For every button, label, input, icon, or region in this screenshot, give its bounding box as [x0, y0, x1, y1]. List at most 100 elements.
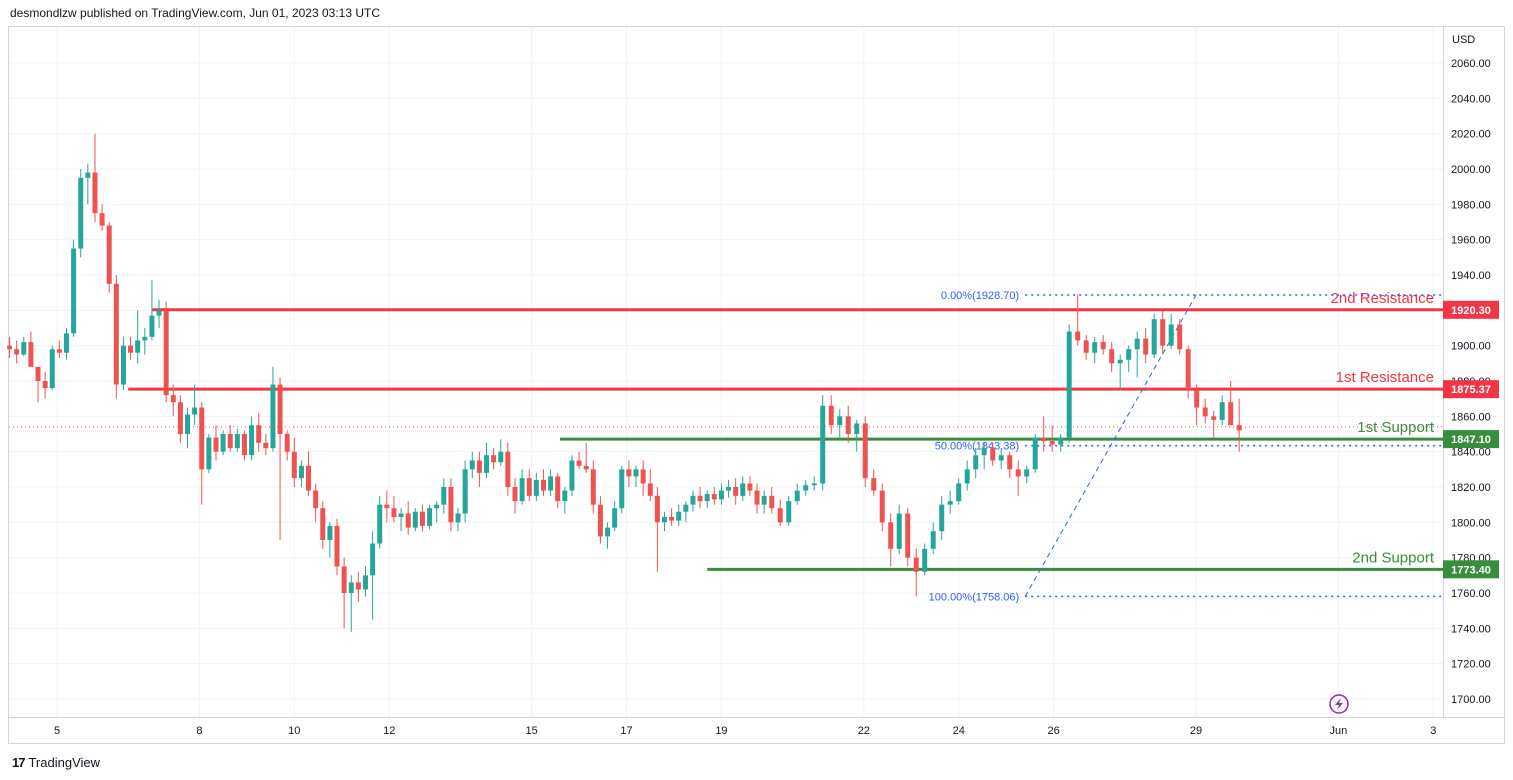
tradingview-footer[interactable]: 17 TradingView [12, 755, 100, 770]
time-tick-label: 3 [1430, 725, 1436, 737]
candle-body [973, 455, 979, 470]
time-tick-label: 12 [383, 725, 395, 737]
candle-body [391, 508, 397, 518]
candle-body [348, 582, 354, 593]
candle-body [163, 310, 169, 396]
candle-body [633, 469, 639, 477]
candle-body [533, 479, 539, 496]
fib-retracement: 0.00%(1928.70) 50.00%(1843.38) 100.00%(175… [929, 290, 1443, 603]
candle-body [1032, 437, 1038, 470]
candle-body [1075, 331, 1081, 341]
time-tick-label: 22 [858, 725, 870, 737]
candle-body [1117, 359, 1123, 364]
flash-icon[interactable] [1329, 694, 1349, 714]
candle-body [854, 423, 860, 434]
candle-body [313, 490, 319, 509]
candle-body [590, 469, 596, 505]
candle-body [711, 494, 717, 500]
candle-body [548, 476, 554, 491]
price-tick-label: 1740.00 [1451, 623, 1491, 635]
candle-body [327, 525, 333, 540]
candle-body [740, 483, 746, 496]
time-axis-ticks: 5 8 10 12 15 17 19 22 24 26 29 Jun 3 [54, 725, 1436, 737]
candle-body [263, 442, 269, 449]
candle-body [498, 451, 504, 463]
candle-body [78, 177, 84, 249]
candle-body [1083, 340, 1089, 353]
candle-body [434, 504, 440, 509]
candle-body [939, 504, 945, 532]
candle-body [1049, 441, 1055, 445]
grid-lines [9, 27, 1443, 717]
candle-body [455, 513, 461, 523]
candle-body [284, 434, 290, 452]
candle-body [1151, 319, 1157, 355]
level-lines: 2nd Resistance 1st Resistance 1st Support 2… [9, 290, 1443, 571]
candle-body [320, 508, 326, 540]
candle-body [661, 517, 667, 523]
candle-body [1058, 437, 1064, 445]
candle-body [647, 483, 653, 496]
candle-body [92, 172, 98, 214]
candle-body [562, 490, 568, 502]
candle-body [398, 513, 404, 518]
candle-body [896, 513, 902, 549]
price-tag-label: 1847.10 [1451, 434, 1491, 446]
fib-level-label: 50.00%(1843.38) [935, 441, 1019, 453]
candles [7, 133, 1242, 632]
candle-body [427, 508, 433, 526]
candle-body [256, 425, 262, 443]
candle-body [249, 425, 255, 456]
candle-body [820, 405, 826, 484]
price-tick-label: 2060.00 [1451, 58, 1491, 70]
candle-body [555, 476, 561, 502]
candle-body [362, 575, 368, 590]
candle-body [1015, 469, 1021, 477]
candle-body [811, 483, 817, 486]
candle-body [597, 504, 603, 537]
price-tag [1443, 560, 1499, 579]
candle-body [697, 495, 703, 502]
candle-body [341, 566, 347, 593]
candle-body [505, 451, 511, 487]
candle-body [526, 478, 532, 496]
candle-body [142, 336, 148, 341]
price-tick-label: 1700.00 [1451, 694, 1491, 706]
candle-body [845, 416, 851, 434]
fib-trend-line [1024, 294, 1197, 597]
candle-body [576, 460, 582, 466]
candle-body [1092, 342, 1098, 353]
time-axis-divider [9, 717, 1504, 718]
price-tick-label: 1760.00 [1451, 588, 1491, 600]
price-tick-label: 1860.00 [1451, 411, 1491, 423]
candle-body [947, 501, 953, 505]
candle-body [192, 407, 198, 415]
candle-body [512, 487, 518, 502]
candle-body [956, 483, 962, 502]
candle-body [384, 504, 390, 509]
candle-body [626, 469, 632, 477]
price-tag [1443, 430, 1499, 449]
candle-body [583, 465, 589, 470]
candle-body [213, 437, 219, 452]
price-tags: 1920.30 1875.37 1847.10 1773.40 [1443, 300, 1499, 579]
candle-body [718, 490, 724, 500]
candle-body [199, 407, 205, 470]
candle-body [786, 501, 792, 523]
candle-body [405, 513, 411, 528]
price-tick-label: 1800.00 [1451, 517, 1491, 529]
candle-body [14, 349, 20, 355]
candle-body [206, 437, 212, 470]
candle-body [491, 455, 497, 463]
time-tick-label: 15 [525, 725, 537, 737]
candle-body [619, 469, 625, 509]
candle-body [291, 451, 297, 479]
candle-body [612, 508, 618, 528]
candle-body [1236, 425, 1242, 431]
candle-body [135, 340, 141, 353]
level-label: 1st Support [1357, 419, 1435, 436]
candle-body [277, 384, 283, 434]
candle-body [28, 342, 34, 367]
candle-body [241, 434, 247, 456]
